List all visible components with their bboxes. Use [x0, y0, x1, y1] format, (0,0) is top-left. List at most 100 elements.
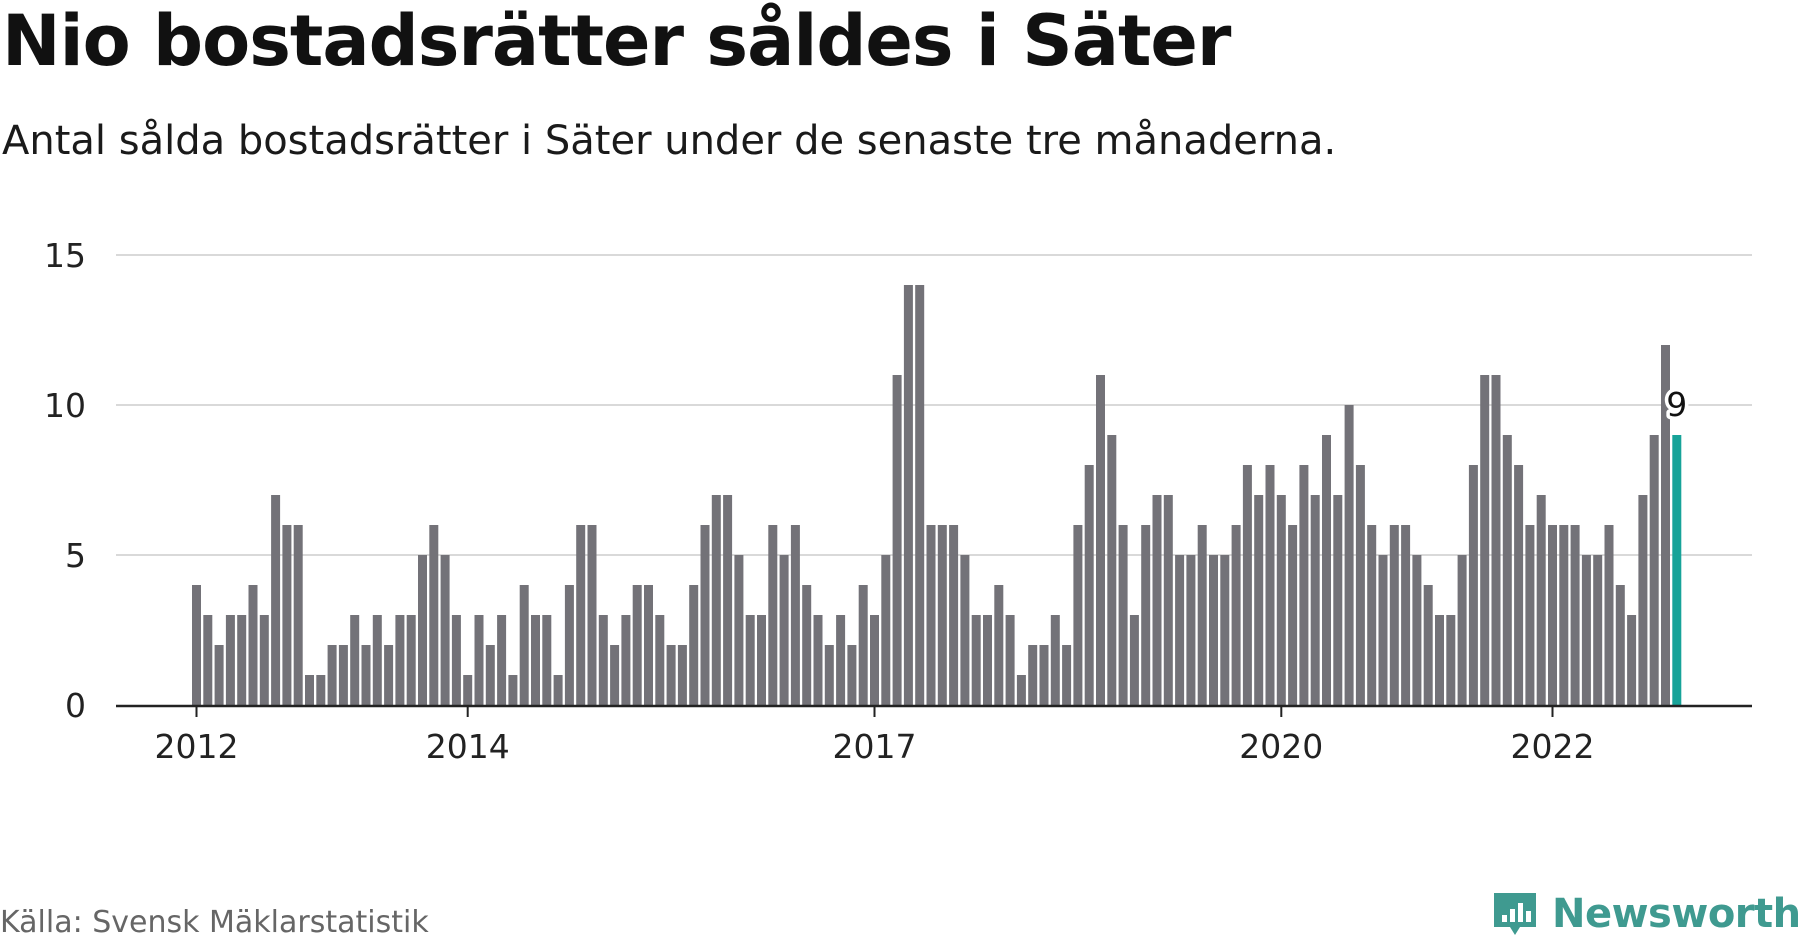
y-tick-label: 15 — [44, 236, 86, 275]
bar — [949, 525, 959, 705]
bar — [1118, 525, 1128, 705]
bar — [1005, 615, 1015, 705]
y-axis-labels: 0 5 10 15 — [44, 236, 86, 725]
chart-title: Nio bostadsrätter såldes i Säter — [2, 0, 1231, 82]
bar — [225, 615, 235, 705]
bar — [237, 615, 247, 705]
x-tick-label: 2017 — [833, 727, 917, 766]
bar — [350, 615, 360, 705]
bar — [1141, 525, 1151, 705]
bar — [1412, 555, 1422, 705]
bar — [1288, 525, 1298, 705]
bar — [1096, 375, 1105, 705]
bar — [1401, 525, 1411, 705]
bar — [768, 525, 778, 705]
bar — [1604, 525, 1614, 705]
bar — [892, 375, 902, 705]
bar — [1638, 495, 1648, 705]
bar — [1322, 435, 1331, 705]
bar — [384, 645, 394, 705]
bar — [802, 585, 812, 705]
bar — [1175, 555, 1185, 705]
bar — [1627, 615, 1637, 705]
bar — [497, 615, 507, 705]
newsworthy-logo-icon — [1494, 893, 1536, 935]
bar — [1581, 555, 1591, 705]
bar — [361, 645, 371, 705]
bar — [305, 675, 314, 705]
bar — [632, 585, 642, 705]
bar — [1220, 555, 1230, 705]
bar — [1265, 465, 1275, 705]
bar — [1107, 435, 1117, 705]
bar — [1649, 435, 1659, 705]
bar — [1570, 525, 1580, 705]
bar — [1129, 615, 1139, 705]
bar — [1050, 615, 1060, 705]
bar — [271, 495, 281, 705]
bar — [711, 495, 721, 705]
bar — [1344, 405, 1354, 705]
bar — [463, 675, 473, 705]
bar — [700, 525, 710, 705]
bar — [1355, 465, 1365, 705]
bar — [248, 585, 258, 705]
bar — [1039, 645, 1049, 705]
bar — [734, 555, 744, 705]
bar — [1073, 525, 1083, 705]
bar — [1367, 525, 1377, 705]
bar — [1310, 495, 1320, 705]
bar — [192, 585, 201, 705]
bar — [1536, 495, 1546, 705]
bar — [316, 675, 326, 705]
bar — [474, 615, 484, 705]
bar — [1389, 525, 1399, 705]
bar — [418, 555, 427, 705]
bar — [485, 645, 495, 705]
bar — [677, 645, 687, 705]
bar — [1231, 525, 1241, 705]
bar — [1016, 675, 1026, 705]
bar — [1446, 615, 1456, 705]
bar — [1502, 435, 1512, 705]
bar — [1062, 645, 1072, 705]
source-note: Källa: Svensk Mäklarstatistik — [0, 905, 429, 940]
bar-highlight — [1672, 435, 1682, 705]
bar — [1491, 375, 1501, 705]
bar — [610, 645, 620, 705]
bar — [926, 525, 936, 705]
bar — [983, 615, 992, 705]
bar — [1163, 495, 1173, 705]
bar — [858, 585, 868, 705]
bar — [1525, 525, 1535, 705]
y-tick-label: 0 — [65, 686, 86, 725]
bar — [813, 615, 823, 705]
bar — [1276, 495, 1286, 705]
bar — [779, 555, 789, 705]
bar — [689, 585, 699, 705]
bar — [440, 555, 450, 705]
brand-logo: Newsworthy — [1490, 886, 1800, 942]
bar — [372, 615, 382, 705]
bar — [598, 615, 608, 705]
bar — [870, 615, 879, 705]
bar — [621, 615, 631, 705]
bar — [1480, 375, 1490, 705]
bar — [1186, 555, 1196, 705]
bar — [757, 615, 766, 705]
bar — [847, 645, 857, 705]
bar — [1197, 525, 1207, 705]
x-tick-label: 2014 — [426, 727, 510, 766]
bar — [1028, 645, 1038, 705]
bar — [519, 585, 529, 705]
bar — [903, 285, 913, 705]
bar — [553, 675, 563, 705]
bar — [655, 615, 665, 705]
bar — [1593, 555, 1603, 705]
bar — [1333, 495, 1343, 705]
bar — [971, 615, 981, 705]
bar — [1152, 495, 1162, 705]
bar — [644, 585, 653, 705]
bar — [531, 615, 540, 705]
